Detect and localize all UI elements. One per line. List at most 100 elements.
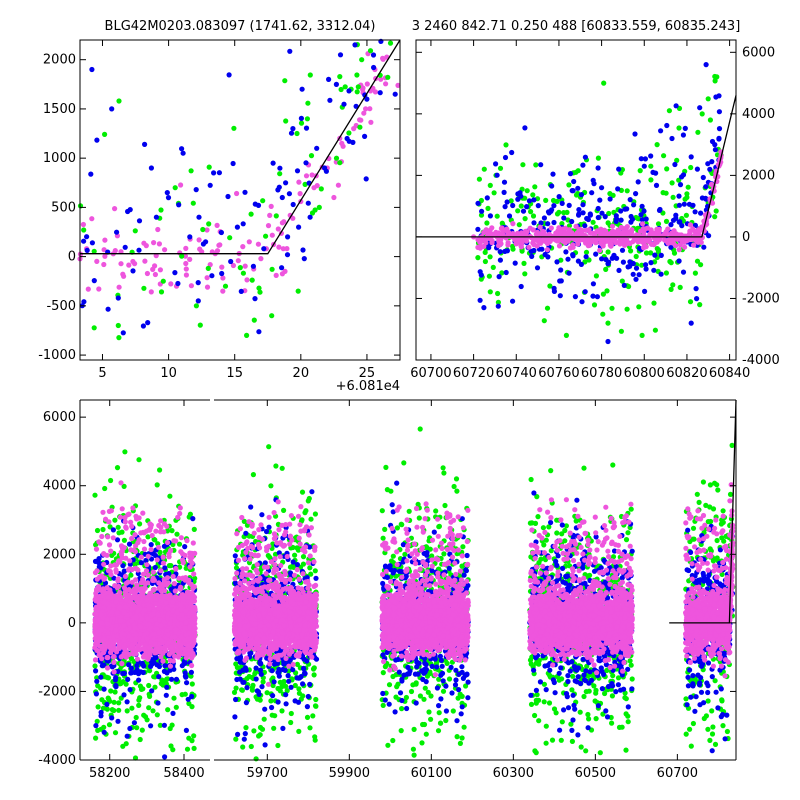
data-point — [283, 701, 289, 707]
data-point — [240, 221, 246, 227]
data-point — [710, 724, 716, 730]
data-point — [459, 664, 465, 670]
data-point — [279, 465, 285, 471]
data-point — [268, 203, 274, 209]
data-point — [111, 707, 117, 714]
data-point — [658, 252, 664, 258]
data-point — [288, 684, 294, 690]
data-point — [623, 537, 630, 543]
data-point — [174, 531, 180, 537]
data-point — [140, 323, 146, 329]
data-point — [654, 239, 660, 245]
data-point — [98, 713, 104, 719]
data-point — [156, 241, 162, 247]
data-point — [510, 202, 516, 209]
data-point — [138, 560, 144, 566]
data-point — [487, 289, 493, 295]
data-point — [492, 231, 498, 237]
data-point — [667, 258, 673, 265]
data-point — [597, 750, 603, 756]
data-point — [627, 658, 633, 664]
data-point — [459, 735, 465, 741]
data-point — [643, 262, 649, 268]
data-point — [145, 320, 151, 326]
data-point — [495, 290, 501, 297]
data-point — [547, 283, 553, 289]
data-point — [668, 244, 674, 250]
data-point — [540, 525, 547, 531]
data-point — [615, 186, 621, 192]
data-point — [101, 724, 107, 730]
data-point — [561, 215, 567, 221]
data-point — [458, 711, 464, 717]
data-point — [593, 687, 599, 694]
data-point — [556, 194, 562, 200]
data-point — [379, 508, 385, 514]
data-point — [524, 188, 530, 194]
data-point — [713, 208, 719, 214]
data-point — [590, 177, 596, 183]
data-point — [360, 85, 366, 91]
data-point — [253, 756, 259, 762]
data-point — [657, 206, 663, 213]
data-point — [688, 164, 694, 171]
data-point — [573, 518, 579, 524]
data-point — [150, 266, 156, 272]
data-point — [597, 229, 603, 235]
data-point — [590, 219, 596, 225]
data-point — [173, 676, 180, 682]
data-point — [248, 504, 254, 510]
data-point — [680, 132, 687, 138]
data-point — [248, 211, 254, 217]
data-point — [393, 694, 399, 700]
data-point — [636, 304, 642, 310]
data-point — [535, 203, 541, 209]
data-point — [579, 299, 585, 305]
data-point — [126, 541, 133, 547]
data-point — [295, 288, 301, 294]
data-point — [199, 249, 205, 255]
data-point — [168, 281, 174, 287]
data-point — [290, 667, 296, 673]
data-point — [544, 247, 551, 253]
data-point — [89, 216, 95, 222]
data-point — [108, 688, 114, 694]
data-point — [216, 170, 222, 176]
data-point — [707, 166, 713, 172]
data-point — [260, 198, 266, 204]
data-point — [729, 442, 735, 448]
data-point — [676, 219, 682, 225]
data-point — [683, 731, 689, 737]
x-tick-label: 60820 — [666, 366, 707, 381]
data-point — [312, 568, 318, 574]
data-point — [134, 663, 140, 669]
data-point — [528, 209, 534, 215]
data-point — [721, 538, 727, 544]
data-point — [203, 239, 209, 245]
data-point — [656, 233, 662, 239]
data-point — [554, 259, 560, 265]
data-point — [583, 748, 589, 754]
data-point — [668, 286, 674, 292]
data-point — [643, 250, 650, 256]
data-point — [120, 743, 126, 749]
data-point — [312, 703, 319, 709]
data-point — [183, 260, 189, 267]
data-point — [533, 697, 539, 704]
data-point — [277, 165, 283, 171]
data-point — [305, 100, 311, 106]
data-point — [619, 724, 625, 730]
data-point — [380, 580, 386, 587]
data-point — [265, 553, 271, 559]
data-point — [551, 219, 557, 226]
data-point — [573, 192, 580, 198]
data-point — [427, 670, 433, 677]
data-point — [310, 713, 316, 719]
data-point — [108, 477, 114, 484]
data-point — [127, 725, 133, 732]
data-point — [638, 228, 644, 234]
data-point — [283, 683, 289, 689]
data-point — [204, 227, 210, 233]
data-point — [453, 476, 460, 482]
data-point — [306, 495, 312, 502]
